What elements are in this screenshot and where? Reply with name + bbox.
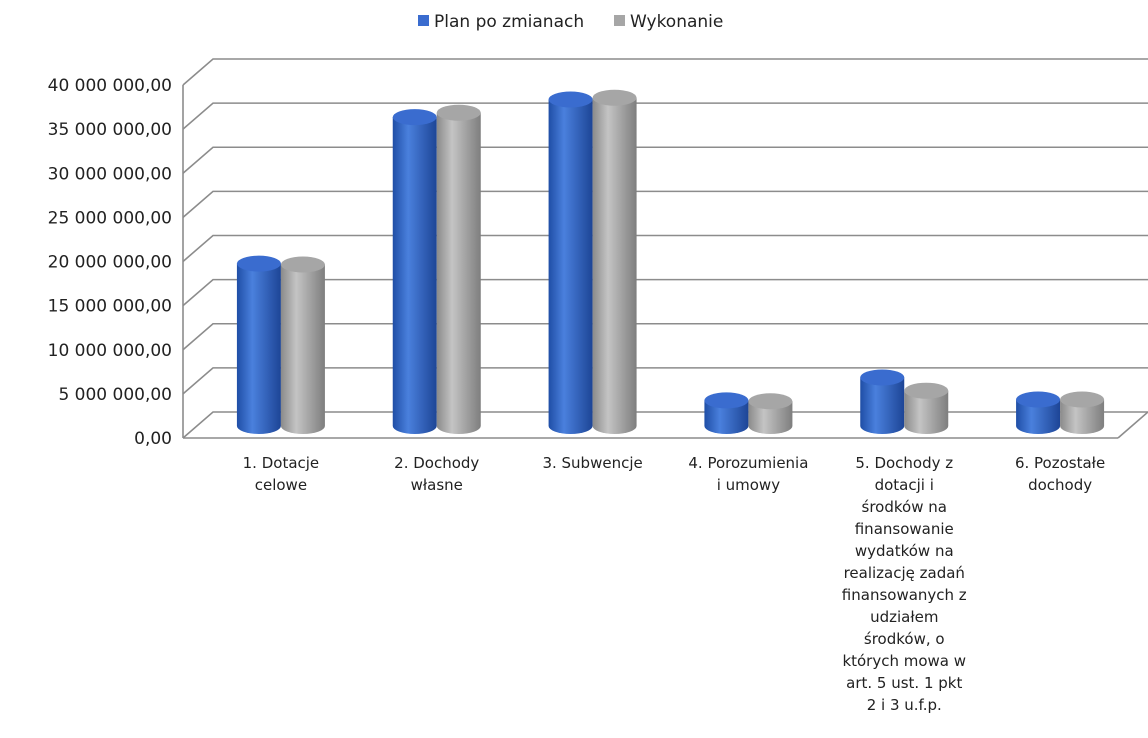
bar: [904, 382, 949, 434]
legend-label: Plan po zmianach: [434, 12, 584, 32]
gridline: [182, 234, 1148, 263]
floor-edge: [1117, 411, 1148, 439]
y-tick-label: 15 000 000,00: [48, 297, 172, 317]
y-tick-label: 0,00: [134, 429, 172, 449]
gridline: [182, 322, 1148, 351]
gridline: [182, 190, 1148, 218]
bar: [280, 256, 325, 434]
bar: [704, 392, 749, 434]
bar: [392, 109, 437, 434]
y-tick-label: 10 000 000,00: [48, 341, 172, 361]
bar: [436, 104, 481, 435]
y-tick-label: 40 000 000,00: [48, 76, 172, 96]
x-tick-label: 2. Dochody własne: [394, 454, 480, 494]
y-axis-ticks: 0,00 5 000 000,00 10 000 000,00 15 000 000,…: [48, 76, 172, 449]
x-tick-label: 3. Subwencje: [542, 454, 643, 472]
bars: [236, 89, 1105, 435]
y-tick-label: 20 000 000,00: [48, 253, 172, 273]
gridline: [182, 58, 1148, 86]
y-tick-label: 5 000 000,00: [58, 385, 172, 405]
grid: [182, 58, 1148, 439]
x-tick-label: 6. Pozostałe dochody: [1014, 454, 1106, 494]
y-tick-label: 25 000 000,00: [48, 208, 172, 228]
legend: Plan po zmianach Wykonanie: [418, 12, 723, 32]
y-tick-label: 30 000 000,00: [48, 164, 172, 184]
bar: [548, 91, 593, 434]
bar: [592, 89, 637, 435]
x-tick-label: 5. Dochody z dotacji i środków na finans…: [841, 454, 967, 714]
bar: [1016, 391, 1061, 435]
bar: [236, 255, 281, 434]
bar: [1060, 391, 1105, 434]
legend-swatch: [614, 15, 625, 26]
x-tick-label: 4. Porozumienia i umowy: [688, 454, 809, 494]
gridline: [182, 102, 1148, 130]
y-tick-label: 35 000 000,00: [48, 120, 172, 140]
gridline: [182, 146, 1148, 174]
gridline: [182, 278, 1148, 307]
gridline: [182, 367, 1148, 395]
x-tick-label: 1. Dotacje celowe: [242, 454, 320, 494]
bar: [748, 393, 793, 434]
gridline: [182, 411, 1148, 439]
legend-swatch: [418, 15, 429, 26]
legend-label: Wykonanie: [630, 12, 723, 32]
bar: [860, 369, 905, 434]
